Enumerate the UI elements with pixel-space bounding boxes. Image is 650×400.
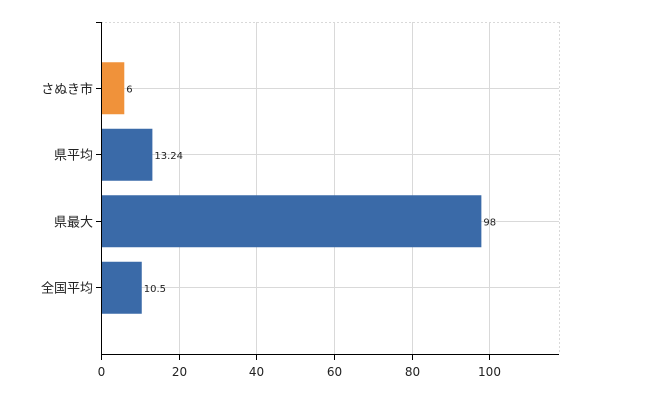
data-label: 13.24 (154, 151, 183, 162)
category-label: さぬき市 (41, 82, 93, 98)
axes (96, 22, 559, 360)
bar (101, 261, 142, 314)
bar (101, 62, 125, 115)
data-label: 6 (126, 84, 132, 95)
bar (101, 128, 153, 181)
x-tick-label: 80 (405, 365, 420, 379)
data-label: 10.5 (144, 284, 166, 295)
category-label: 県平均 (54, 149, 93, 164)
bars (101, 62, 482, 314)
bar (101, 195, 482, 248)
category-label: 全国平均 (41, 281, 93, 297)
x-tick-label: 60 (327, 365, 342, 379)
x-tick-label: 100 (478, 365, 501, 379)
x-tick-label: 20 (172, 365, 187, 379)
x-tick-label: 40 (249, 365, 264, 379)
grid-lines (101, 22, 560, 354)
data-label: 98 (483, 217, 496, 228)
category-label: 県最大 (54, 216, 93, 231)
x-tick-label: 0 (98, 365, 106, 379)
